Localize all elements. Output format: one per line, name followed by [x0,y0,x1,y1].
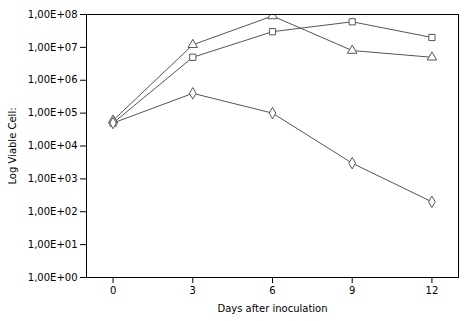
svg-text:1,00E+03: 1,00E+03 [28,173,78,184]
svg-text:1,00E+02: 1,00E+02 [28,206,78,217]
svg-text:1,00E+00: 1,00E+00 [28,272,78,283]
svg-text:1,00E+06: 1,00E+06 [28,74,78,85]
svg-text:1,00E+05: 1,00E+05 [28,107,78,118]
svg-text:9: 9 [349,285,355,296]
svg-text:0: 0 [110,285,116,296]
svg-text:6: 6 [269,285,275,296]
svg-text:1,00E+01: 1,00E+01 [28,239,78,250]
svg-text:Log Viable Cell:: Log Viable Cell: [7,107,18,184]
svg-text:1,00E+08: 1,00E+08 [28,9,78,20]
svg-text:1,00E+07: 1,00E+07 [28,42,78,53]
svg-text:3: 3 [190,285,196,296]
svg-text:Days after inoculation: Days after inoculation [217,303,327,314]
svg-text:12: 12 [426,285,439,296]
svg-text:1,00E+04: 1,00E+04 [28,140,78,151]
